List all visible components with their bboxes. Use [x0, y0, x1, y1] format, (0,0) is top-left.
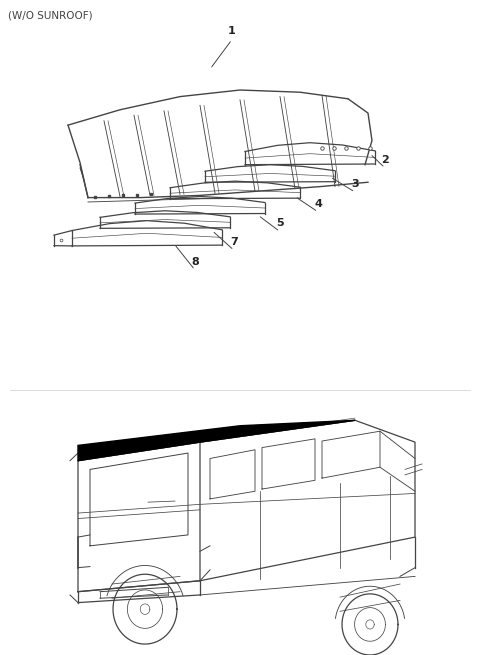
- Polygon shape: [78, 421, 355, 460]
- Text: 8: 8: [191, 257, 199, 267]
- Text: 2: 2: [381, 155, 389, 164]
- Text: 3: 3: [351, 179, 359, 189]
- Text: 1: 1: [228, 26, 236, 36]
- Text: 4: 4: [314, 198, 322, 208]
- Text: 5: 5: [276, 218, 284, 229]
- Text: (W/O SUNROOF): (W/O SUNROOF): [8, 11, 93, 21]
- Text: 7: 7: [230, 237, 238, 247]
